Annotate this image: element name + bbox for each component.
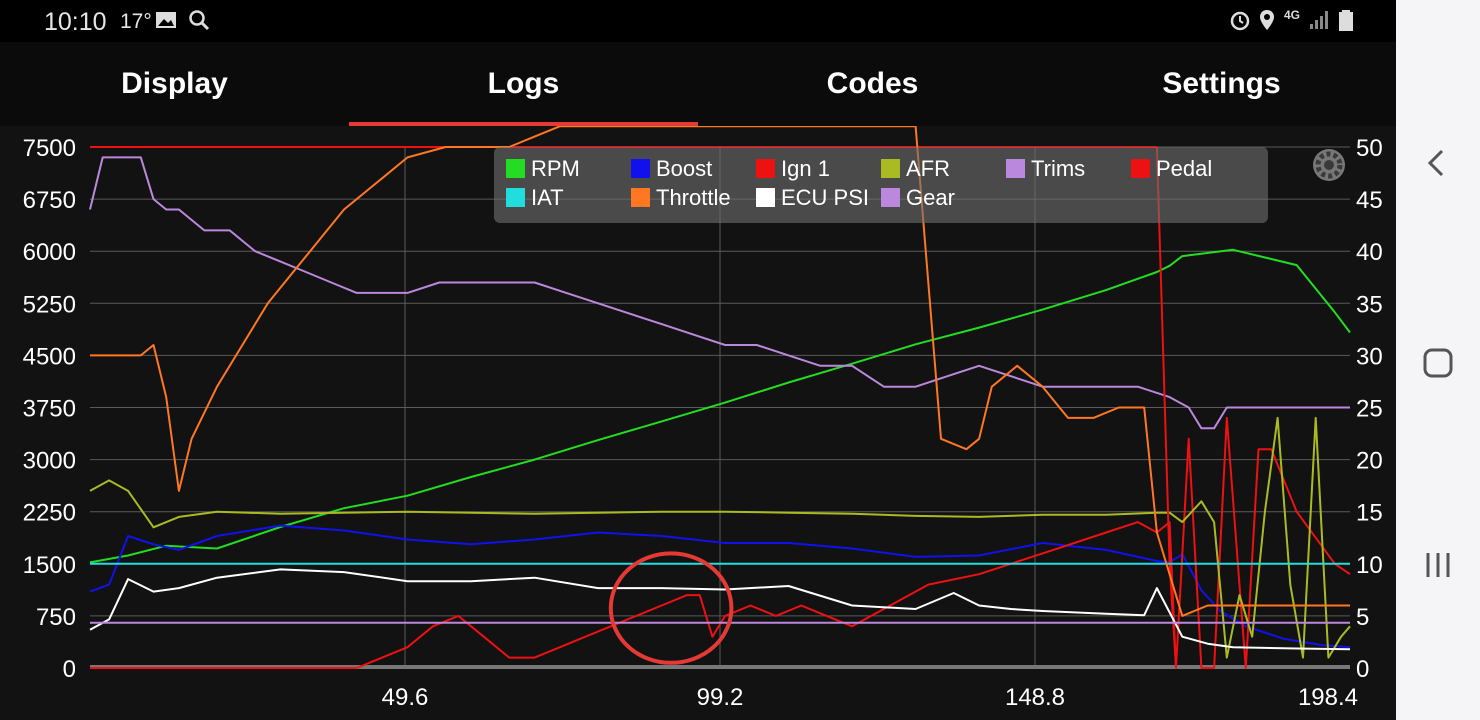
legend-swatch [1006, 159, 1025, 178]
tab-label: Settings [1162, 67, 1281, 100]
tab-label: Display [121, 67, 228, 100]
legend-label: RPM [531, 156, 580, 181]
series-line-throttle [90, 126, 1350, 617]
series-line-boost [89, 524, 1351, 649]
chart-annotations [608, 551, 734, 665]
home-icon[interactable] [1418, 343, 1458, 383]
legend-box [494, 147, 1268, 223]
legend-label: Boost [656, 156, 712, 181]
y-left-tick-label: 6000 [23, 239, 76, 266]
y-left-tick-label: 5250 [23, 291, 76, 318]
y-left-tick-label: 3000 [23, 448, 76, 475]
y-right-tick-label: 20 [1356, 448, 1383, 475]
y-left-tick-label: 6750 [23, 187, 76, 214]
tab-bar: Display Logs Codes Settings [0, 42, 1396, 126]
chart-background [0, 126, 1396, 720]
y-right-tick-label: 25 [1356, 396, 1383, 423]
legend-label: Trims [1031, 156, 1085, 181]
recents-icon[interactable] [1418, 545, 1458, 585]
battery-icon [1339, 10, 1353, 31]
status-time: 10:10 [44, 8, 107, 36]
legend-swatch [506, 188, 525, 207]
series-line-ecu-psi [89, 568, 1351, 651]
network-type: 4G [1284, 8, 1301, 22]
x-axis-ticks: 49.6 99.2 148.8 198.4 [382, 684, 1358, 711]
legend-swatch [881, 159, 900, 178]
legend-swatch [631, 188, 650, 207]
y-left-tick-label: 7500 [23, 135, 76, 162]
y-right-tick-label: 10 [1356, 552, 1383, 579]
y-right-tick-label: 0 [1356, 656, 1369, 683]
y-right-tick-label: 40 [1356, 239, 1383, 266]
legend-swatch [756, 159, 775, 178]
annotation-circle [608, 551, 734, 665]
x-tick-label: 198.4 [1298, 684, 1358, 711]
y-right-tick-label: 35 [1356, 291, 1383, 318]
image-icon [156, 12, 176, 28]
gear-icon[interactable] [1313, 149, 1345, 181]
chart-series [89, 126, 1351, 669]
series-line-trims [89, 156, 1350, 430]
alarm-icon [1230, 11, 1250, 31]
legend-label: ECU PSI [781, 185, 869, 210]
legend-label: Ign 1 [781, 156, 830, 181]
back-icon[interactable] [1418, 143, 1458, 183]
y-right-tick-label: 45 [1356, 187, 1383, 214]
y-right-tick-label: 5 [1356, 604, 1369, 631]
tab-indicator [349, 122, 698, 126]
series-line-rpm [89, 248, 1351, 564]
status-bar: 10:10 17° 4G [0, 0, 1396, 42]
y-left-tick-label: 3750 [23, 396, 76, 423]
legend-label: Throttle [656, 185, 731, 210]
system-nav-bar [1396, 0, 1480, 720]
legend-label: AFR [906, 156, 950, 181]
x-tick-label: 49.6 [382, 684, 429, 711]
tab-display[interactable]: Display [0, 42, 349, 126]
y-left-tick-label: 4500 [23, 343, 76, 370]
y-left-tick-label: 1500 [23, 552, 76, 579]
x-tick-label: 148.8 [1005, 684, 1065, 711]
tab-label: Codes [826, 67, 919, 100]
x-tick-label: 99.2 [697, 684, 744, 711]
tab-logs[interactable]: Logs [349, 42, 698, 126]
location-icon [1260, 10, 1274, 30]
legend-swatch [756, 188, 775, 207]
legend-swatch [631, 159, 650, 178]
y-right-tick-label: 30 [1356, 343, 1383, 370]
tab-codes[interactable]: Codes [698, 42, 1047, 126]
legend-swatch [1131, 159, 1150, 178]
legend-label: Gear [906, 185, 955, 210]
y-left-tick-label: 0 [63, 656, 76, 683]
y-left-tick-label: 750 [36, 604, 76, 631]
chart-legend: RPM Boost Ign 1 AFR Trims Pedal IAT Throttle ECU… [494, 147, 1268, 223]
series-line-ign-1 [90, 416, 1351, 669]
y-right-tick-label: 50 [1356, 135, 1383, 162]
legend-swatch [506, 159, 525, 178]
x-axis-baseline [90, 665, 1350, 669]
legend-swatch [881, 188, 900, 207]
y-right-tick-label: 15 [1356, 500, 1383, 527]
series-line-afr [89, 416, 1351, 659]
legend-label: IAT [531, 185, 564, 210]
status-temperature: 17° [120, 10, 152, 33]
y-left-tick-label: 2250 [23, 500, 76, 527]
tab-settings[interactable]: Settings [1047, 42, 1396, 126]
log-chart[interactable]: 7500675060005250450037503000225015007500… [0, 126, 1396, 720]
search-icon [189, 10, 210, 31]
legend-label: Pedal [1156, 156, 1212, 181]
tab-label: Logs [487, 67, 560, 100]
signal-icon [1310, 11, 1328, 29]
